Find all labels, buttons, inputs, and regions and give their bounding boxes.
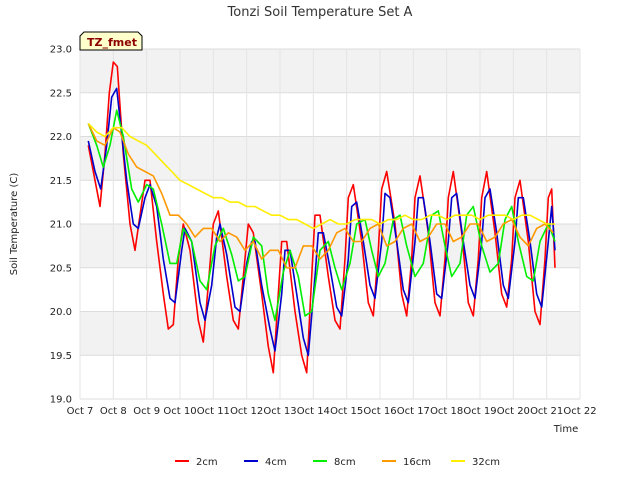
y-tick-label: 22.5 bbox=[50, 88, 72, 99]
x-tick-label: Oct 12 bbox=[230, 406, 263, 417]
x-tick-label: Oct 19 bbox=[463, 406, 496, 417]
legend-label-2cm: 2cm bbox=[196, 457, 218, 468]
legend-label-16cm: 16cm bbox=[403, 457, 431, 468]
x-tick-label: Oct 8 bbox=[100, 406, 127, 417]
series-line-4cm bbox=[87, 87, 556, 357]
station-badge-box bbox=[79, 31, 143, 51]
x-tick-label: Oct 14 bbox=[297, 406, 330, 417]
series-line-16cm bbox=[87, 123, 554, 269]
x-tick-label: Oct 7 bbox=[67, 406, 94, 417]
grid-lines bbox=[79, 48, 581, 400]
series-lines bbox=[87, 61, 556, 374]
plot-band bbox=[80, 49, 580, 93]
x-tick-label: Oct 18 bbox=[430, 406, 463, 417]
y-tick-label: 20.0 bbox=[50, 307, 72, 318]
y-axis-label: Soil Temperature (C) bbox=[9, 173, 20, 276]
station-badge: TZ_fmet bbox=[79, 31, 143, 51]
chart-title: Tonzi Soil Temperature Set A bbox=[227, 5, 413, 20]
x-tick-label: Oct 10 bbox=[163, 406, 196, 417]
plot-band bbox=[80, 311, 580, 356]
station-label: TZ_fmet bbox=[87, 36, 137, 49]
legend-label-4cm: 4cm bbox=[265, 457, 287, 468]
x-tick-label: Oct 9 bbox=[133, 406, 160, 417]
y-tick-label: 19.5 bbox=[50, 351, 72, 362]
series-line-32cm bbox=[87, 122, 555, 230]
x-tick-label: Oct 16 bbox=[363, 406, 396, 417]
x-tick-label: Oct 22 bbox=[563, 406, 596, 417]
y-tick-label: 21.0 bbox=[50, 220, 72, 231]
x-tick-label: Oct 20 bbox=[497, 406, 530, 417]
series-line-8cm bbox=[87, 109, 556, 322]
axis-ticks: 19.0 19.5 20.0 20.5 21.0 21.5 22.0 22.5 23.0 Oct … bbox=[50, 45, 597, 418]
plot-band bbox=[80, 136, 580, 181]
x-axis-label: Time bbox=[553, 424, 578, 435]
y-tick-label: 20.5 bbox=[50, 263, 72, 274]
legend: 2cm 4cm 8cm 16cm 32cm bbox=[175, 457, 500, 468]
y-tick-label: 19.0 bbox=[50, 395, 72, 406]
x-tick-label: Oct 21 bbox=[530, 406, 563, 417]
legend-label-32cm: 32cm bbox=[472, 457, 500, 468]
y-tick-label: 22.0 bbox=[50, 132, 72, 143]
legend-label-8cm: 8cm bbox=[334, 457, 356, 468]
y-tick-label: 21.5 bbox=[50, 176, 72, 187]
x-tick-label: Oct 13 bbox=[263, 406, 296, 417]
x-tick-label: Oct 15 bbox=[330, 406, 363, 417]
y-tick-label: 23.0 bbox=[50, 45, 72, 56]
x-tick-label: Oct 17 bbox=[397, 406, 430, 417]
x-tick-label: Oct 11 bbox=[197, 406, 230, 417]
